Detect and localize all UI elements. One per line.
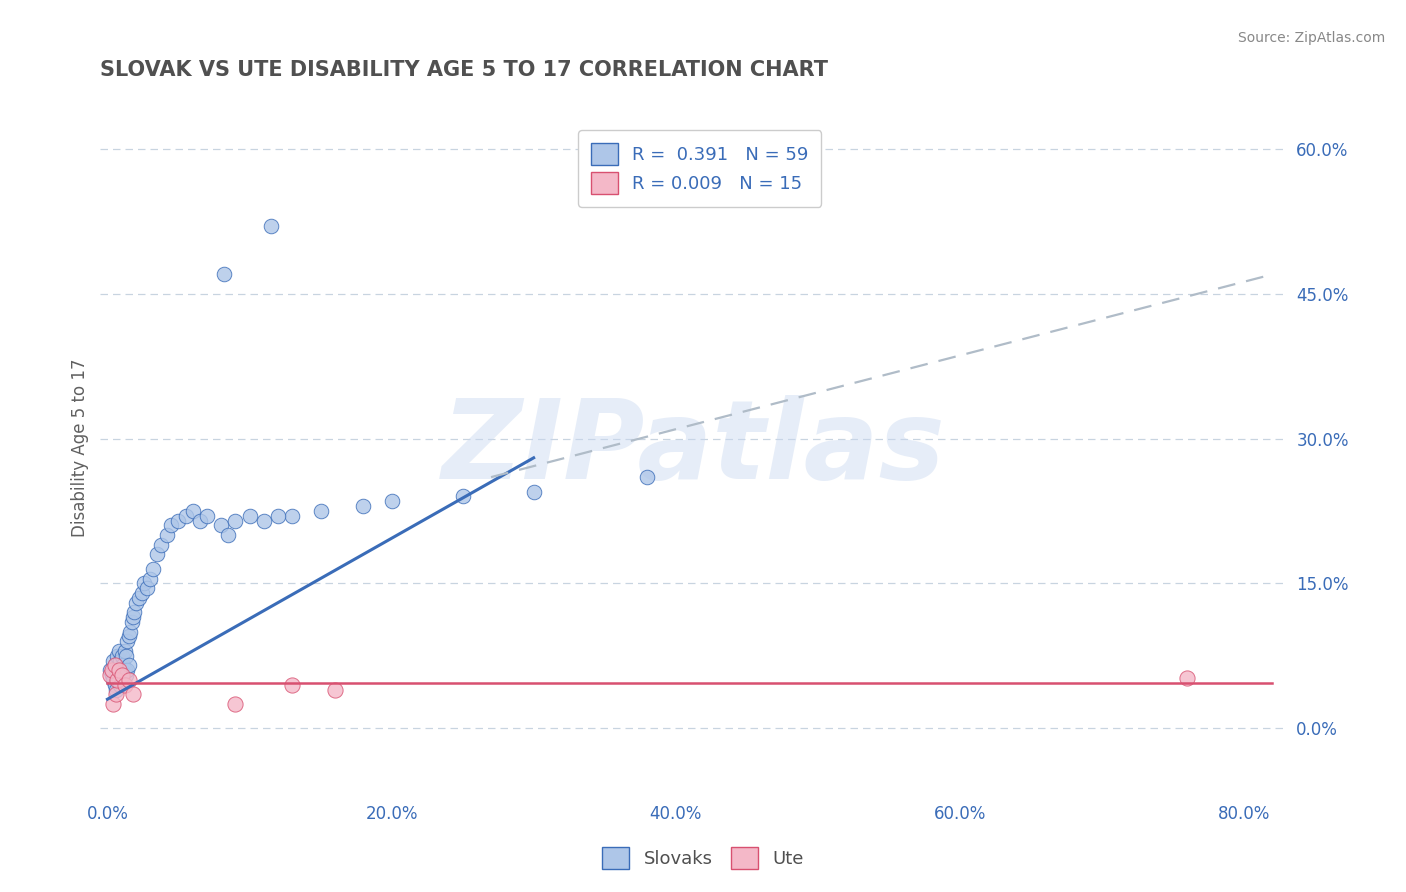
Point: [212, 268, 235, 282]
Point: [100, 668, 122, 682]
Point: [1175, 671, 1198, 685]
Point: [114, 678, 136, 692]
Point: [115, 668, 138, 682]
Point: [108, 663, 131, 677]
Point: [134, 576, 156, 591]
Point: [122, 610, 145, 624]
Point: [111, 648, 134, 663]
Text: Source: ZipAtlas.com: Source: ZipAtlas.com: [1237, 31, 1385, 45]
Point: [323, 682, 346, 697]
Point: [120, 624, 142, 639]
Point: [260, 219, 283, 233]
Point: [121, 615, 143, 629]
Point: [115, 648, 138, 663]
Point: [224, 697, 246, 711]
Point: [281, 678, 304, 692]
Point: [101, 654, 124, 668]
Point: [101, 673, 124, 687]
Point: [108, 673, 131, 687]
Point: [253, 514, 276, 528]
Point: [128, 591, 150, 605]
Point: [105, 648, 128, 663]
Point: [104, 663, 127, 677]
Point: [108, 644, 131, 658]
Point: [118, 673, 141, 687]
Point: [122, 687, 145, 701]
Point: [160, 518, 183, 533]
Point: [195, 508, 218, 523]
Point: [118, 630, 141, 644]
Point: [105, 668, 128, 682]
Legend: R =  0.391   N = 59, R = 0.009   N = 15: R = 0.391 N = 59, R = 0.009 N = 15: [578, 130, 821, 207]
Point: [103, 678, 125, 692]
Y-axis label: Disability Age 5 to 17: Disability Age 5 to 17: [72, 359, 89, 537]
Point: [100, 663, 122, 677]
Point: [110, 654, 132, 668]
Point: [309, 504, 332, 518]
Point: [217, 528, 239, 542]
Point: [174, 508, 197, 523]
Point: [636, 470, 658, 484]
Point: [146, 548, 169, 562]
Point: [167, 514, 190, 528]
Point: [114, 663, 136, 677]
Point: [131, 586, 153, 600]
Point: [101, 697, 124, 711]
Point: [112, 658, 135, 673]
Point: [139, 572, 162, 586]
Point: [381, 494, 404, 508]
Point: [117, 634, 139, 648]
Point: [188, 514, 211, 528]
Point: [103, 658, 125, 673]
Point: [281, 508, 304, 523]
Point: [523, 484, 546, 499]
Point: [111, 668, 134, 682]
Point: [111, 663, 134, 677]
Point: [124, 605, 146, 619]
Point: [98, 663, 121, 677]
Point: [105, 673, 128, 687]
Point: [136, 581, 159, 595]
Point: [110, 678, 132, 692]
Point: [125, 596, 148, 610]
Point: [114, 644, 136, 658]
Point: [98, 668, 121, 682]
Point: [224, 514, 246, 528]
Point: [267, 508, 290, 523]
Point: [352, 499, 374, 513]
Point: [118, 658, 141, 673]
Point: [181, 504, 204, 518]
Point: [117, 663, 139, 677]
Text: ZIPatlas: ZIPatlas: [441, 394, 945, 501]
Point: [104, 687, 127, 701]
Point: [103, 658, 125, 673]
Point: [451, 490, 474, 504]
Point: [104, 682, 127, 697]
Point: [150, 538, 173, 552]
Point: [142, 562, 165, 576]
Legend: Slovaks, Ute: Slovaks, Ute: [593, 838, 813, 879]
Text: SLOVAK VS UTE DISABILITY AGE 5 TO 17 CORRELATION CHART: SLOVAK VS UTE DISABILITY AGE 5 TO 17 COR…: [100, 60, 828, 79]
Point: [156, 528, 179, 542]
Point: [209, 518, 232, 533]
Point: [112, 668, 135, 682]
Point: [238, 508, 260, 523]
